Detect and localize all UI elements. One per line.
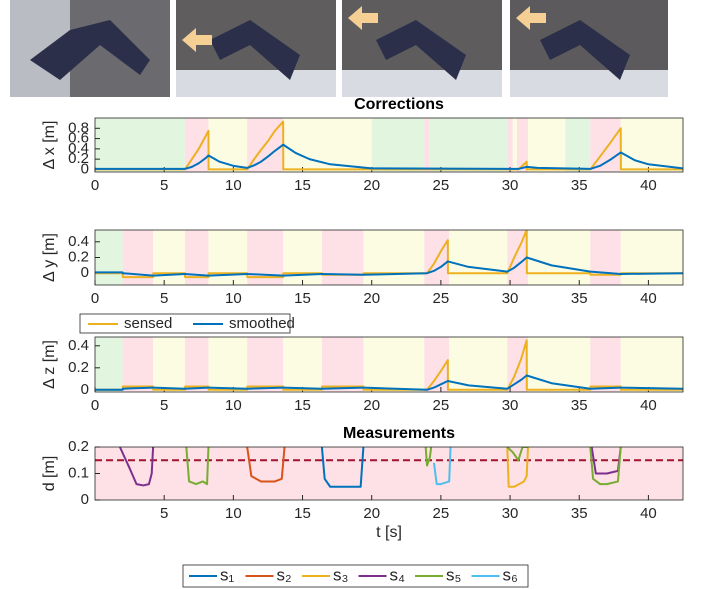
legend-label: s₁ bbox=[220, 565, 235, 584]
x-tick-label: 15 bbox=[294, 290, 311, 307]
y-axis-label: Δ y [m] bbox=[41, 233, 58, 282]
x-tick-label: 10 bbox=[225, 397, 242, 414]
photo-strip bbox=[10, 0, 668, 97]
y-tick-label: 0 bbox=[81, 491, 89, 508]
region bbox=[590, 230, 620, 285]
x-tick-label: 20 bbox=[363, 505, 380, 522]
legend-label: s₄ bbox=[390, 565, 406, 584]
y-tick-label: 0 bbox=[81, 381, 89, 398]
region bbox=[590, 337, 620, 392]
region bbox=[528, 118, 565, 172]
x-tick-label: 40 bbox=[640, 397, 657, 414]
region bbox=[507, 230, 528, 285]
x-tick-label: 5 bbox=[160, 177, 168, 194]
x-tick-label: 30 bbox=[502, 290, 519, 307]
x-axis-label: t [s] bbox=[376, 524, 402, 541]
x-tick-label: 10 bbox=[225, 505, 242, 522]
x-tick-label: 40 bbox=[640, 290, 657, 307]
plot-background bbox=[95, 447, 683, 500]
y-axis-label: Δ z [m] bbox=[41, 340, 58, 389]
photo-part bbox=[176, 70, 336, 97]
x-tick-label: 0 bbox=[91, 290, 99, 307]
region bbox=[247, 337, 283, 392]
x-tick-label: 20 bbox=[363, 397, 380, 414]
x-tick-label: 25 bbox=[433, 290, 450, 307]
y-tick-label: 0.2 bbox=[68, 359, 89, 376]
region bbox=[208, 337, 247, 392]
figure: Corrections051015202530354000.20.40.60.8… bbox=[0, 0, 702, 589]
region bbox=[372, 118, 425, 172]
region bbox=[153, 230, 185, 285]
x-tick-label: 35 bbox=[571, 505, 588, 522]
x-tick-label: 20 bbox=[363, 177, 380, 194]
y-axis-label: Δ x [m] bbox=[41, 121, 58, 170]
chart-title: Corrections bbox=[354, 96, 444, 113]
region bbox=[528, 230, 590, 285]
y-tick-label: 0.4 bbox=[68, 233, 89, 250]
region bbox=[208, 230, 247, 285]
region bbox=[153, 337, 185, 392]
region bbox=[363, 230, 424, 285]
x-tick-label: 5 bbox=[160, 505, 168, 522]
region bbox=[424, 118, 430, 172]
region bbox=[283, 230, 322, 285]
x-tick-label: 35 bbox=[571, 397, 588, 414]
x-tick-label: 35 bbox=[571, 290, 588, 307]
region bbox=[565, 118, 590, 172]
x-tick-label: 5 bbox=[160, 290, 168, 307]
region bbox=[621, 337, 683, 392]
x-tick-label: 15 bbox=[294, 397, 311, 414]
x-tick-label: 30 bbox=[502, 505, 519, 522]
x-tick-label: 35 bbox=[571, 177, 588, 194]
region bbox=[363, 337, 424, 392]
region bbox=[95, 337, 123, 392]
x-tick-label: 5 bbox=[160, 397, 168, 414]
legend-label: sensed bbox=[124, 315, 172, 332]
x-tick-label: 15 bbox=[294, 505, 311, 522]
region bbox=[95, 118, 185, 172]
x-tick-label: 10 bbox=[225, 177, 242, 194]
legend-label: s₂ bbox=[277, 565, 292, 584]
y-tick-label: 0.2 bbox=[68, 438, 89, 455]
y-tick-label: 0 bbox=[81, 264, 89, 281]
y-tick-label: 0.4 bbox=[68, 337, 89, 354]
region bbox=[322, 230, 364, 285]
x-tick-label: 15 bbox=[294, 177, 311, 194]
legend-label: s₅ bbox=[446, 565, 461, 584]
x-tick-label: 30 bbox=[502, 177, 519, 194]
photo-part bbox=[510, 70, 668, 97]
region bbox=[322, 337, 364, 392]
legend-label: s₃ bbox=[333, 565, 348, 584]
region bbox=[123, 337, 153, 392]
photo-part bbox=[342, 70, 502, 97]
x-tick-label: 25 bbox=[433, 397, 450, 414]
region bbox=[185, 337, 209, 392]
x-tick-label: 25 bbox=[433, 505, 450, 522]
region bbox=[507, 118, 513, 172]
y-axis-label: d [m] bbox=[41, 456, 58, 492]
legend-label: smoothed bbox=[229, 315, 295, 332]
y-tick-label: 0.1 bbox=[68, 464, 89, 481]
legend-label: s₆ bbox=[503, 565, 518, 584]
x-tick-label: 40 bbox=[640, 505, 657, 522]
x-tick-label: 30 bbox=[502, 397, 519, 414]
x-tick-label: 10 bbox=[225, 290, 242, 307]
x-tick-label: 0 bbox=[91, 397, 99, 414]
region bbox=[449, 230, 507, 285]
region bbox=[283, 337, 322, 392]
x-tick-label: 40 bbox=[640, 177, 657, 194]
y-tick-label: 0.8 bbox=[68, 119, 89, 136]
x-tick-label: 25 bbox=[433, 177, 450, 194]
x-tick-label: 0 bbox=[91, 177, 99, 194]
region bbox=[621, 230, 683, 285]
x-tick-label: 20 bbox=[363, 290, 380, 307]
y-tick-label: 0.2 bbox=[68, 248, 89, 265]
chart-title: Measurements bbox=[343, 425, 455, 442]
region bbox=[513, 118, 517, 172]
region bbox=[430, 118, 507, 172]
